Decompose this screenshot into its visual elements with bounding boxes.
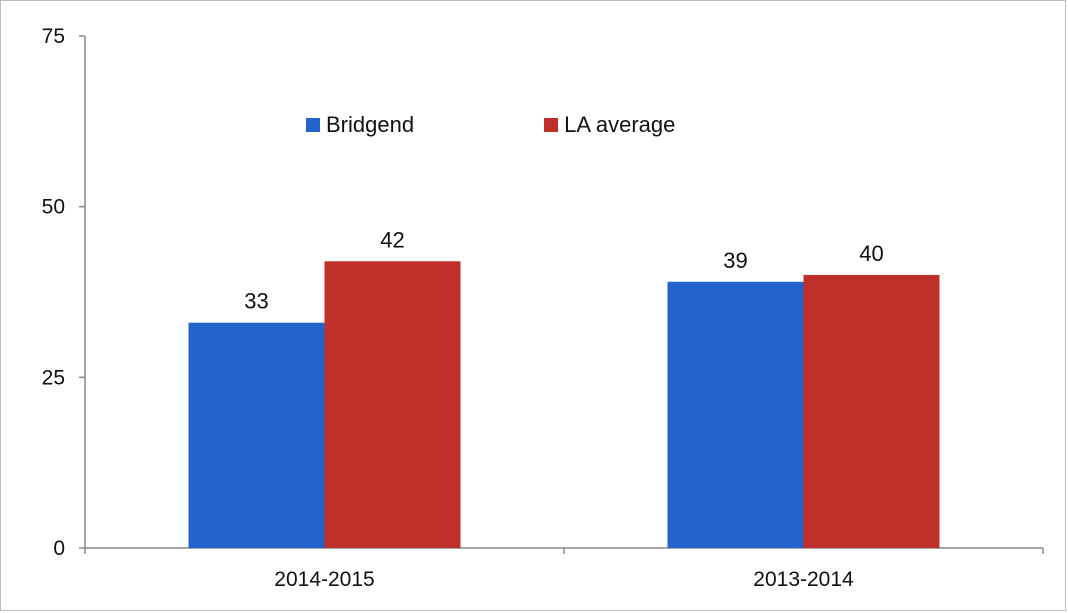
- x-category-label: 2013-2014: [753, 568, 854, 591]
- data-label: 33: [244, 289, 268, 314]
- legend-item-la-average: LA average: [544, 112, 675, 138]
- data-label: 39: [723, 248, 747, 273]
- bar-la-average-2014-2015: [324, 261, 461, 548]
- legend-item-bridgend: Bridgend: [306, 112, 414, 138]
- bar-la-average-2013-2014: [803, 274, 940, 548]
- legend-label-la-average: LA average: [564, 112, 676, 137]
- y-tick-label: 25: [42, 366, 65, 389]
- x-category-label: 2014-2015: [274, 568, 374, 591]
- bar-bridgend-2013-2014: [667, 281, 804, 548]
- y-tick-label: 75: [42, 25, 65, 48]
- data-label: 42: [380, 227, 404, 252]
- y-tick-label: 0: [53, 537, 65, 560]
- legend: Bridgend LA average: [306, 112, 675, 138]
- y-tick-label: 50: [42, 196, 65, 219]
- legend-swatch-bridgend: [306, 118, 320, 132]
- data-label: 40: [859, 241, 883, 266]
- legend-label-bridgend: Bridgend: [326, 112, 415, 137]
- bar-bridgend-2014-2015: [188, 322, 325, 548]
- legend-swatch-la-average: [544, 118, 559, 132]
